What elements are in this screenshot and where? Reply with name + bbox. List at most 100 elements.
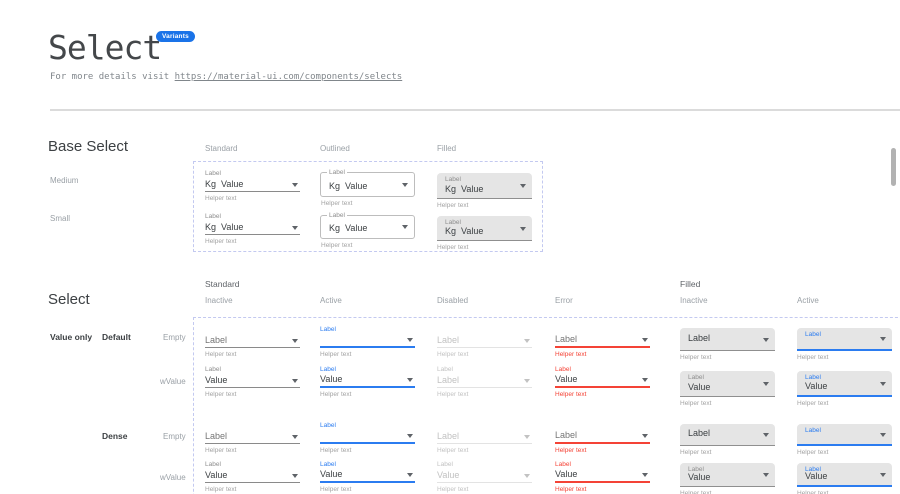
dropdown-arrow-icon[interactable]	[407, 473, 413, 477]
filled-active-dense-empty-select[interactable]: Label Helper text	[797, 424, 892, 456]
dropdown-arrow-icon[interactable]	[292, 474, 298, 478]
std-disabled-dense-wvalue-select: Label Value Helper text	[437, 461, 532, 493]
filled-active-dense-wvalue-select[interactable]: Label Value Helper text	[797, 463, 892, 494]
dropdown-arrow-icon[interactable]	[292, 435, 298, 439]
dropdown-arrow-icon[interactable]	[520, 184, 526, 188]
select-field[interactable]: Label	[555, 430, 650, 444]
dropdown-arrow-icon[interactable]	[407, 378, 413, 382]
dropdown-arrow-icon[interactable]	[880, 433, 886, 437]
helper-text: Helper text	[437, 244, 532, 251]
dropdown-arrow-icon[interactable]	[642, 473, 648, 477]
dropdown-arrow-icon	[524, 379, 530, 383]
dropdown-arrow-icon[interactable]	[763, 473, 769, 477]
select-field[interactable]	[320, 430, 415, 444]
select-label: Label	[205, 213, 300, 221]
base-standard-medium-select[interactable]: Label KgValue Helper text	[205, 170, 300, 202]
helper-text: Helper text	[680, 400, 775, 407]
dropdown-arrow-icon[interactable]	[642, 434, 648, 438]
intro-line: For more details visit https://material-…	[50, 72, 402, 82]
filled-inactive-empty-select[interactable]: Label Helper text	[680, 328, 775, 361]
dropdown-arrow-icon[interactable]	[880, 337, 886, 341]
dropdown-arrow-icon[interactable]	[642, 338, 648, 342]
std-active-wvalue-select[interactable]: Label Value Helper text	[320, 366, 415, 398]
std-active-dense-wvalue-select[interactable]: Label Value Helper text	[320, 461, 415, 493]
std-active-dense-empty-select[interactable]: Label Helper text	[320, 422, 415, 454]
select-field[interactable]: Label KgValue	[437, 216, 532, 241]
dropdown-arrow-icon[interactable]	[402, 225, 408, 229]
helper-text: Helper text	[555, 391, 650, 398]
select-field[interactable]: Value	[555, 469, 650, 483]
filled-inactive-dense-wvalue-select[interactable]: Label Value Helper text	[680, 463, 775, 494]
dropdown-arrow-icon[interactable]	[763, 338, 769, 342]
select-field[interactable]: Label	[680, 424, 775, 446]
docs-link[interactable]: https://material-ui.com/components/selec…	[175, 72, 403, 82]
select-field[interactable]: Value	[205, 469, 300, 483]
dropdown-arrow-icon[interactable]	[880, 473, 886, 477]
helper-text: Helper text	[321, 242, 415, 249]
std-inactive-dense-wvalue-select[interactable]: Label Value Helper text	[205, 461, 300, 493]
select-field[interactable]: Label	[797, 424, 892, 446]
dropdown-arrow-icon[interactable]	[763, 433, 769, 437]
select-field[interactable]: Label	[797, 328, 892, 351]
select-field[interactable]	[320, 334, 415, 348]
std-error-wvalue-select[interactable]: Label Value Helper text	[555, 366, 650, 398]
std-active-empty-select[interactable]: Label Helper text	[320, 326, 415, 358]
std-inactive-empty-select[interactable]: Label Helper text	[205, 326, 300, 358]
select-field[interactable]: Label Value	[797, 463, 892, 487]
select-field[interactable]: Value	[205, 374, 300, 388]
subcol-filled-active: Active	[797, 296, 819, 305]
base-filled-small-select[interactable]: Label KgValue Helper text	[437, 216, 532, 251]
dropdown-arrow-icon[interactable]	[520, 227, 526, 231]
dropdown-arrow-icon[interactable]	[292, 339, 298, 343]
scrollbar-thumb[interactable]	[891, 148, 896, 186]
select-field[interactable]: Value	[555, 374, 650, 388]
dropdown-arrow-icon[interactable]	[642, 378, 648, 382]
select-field[interactable]: Value	[320, 469, 415, 483]
group-filled: Filled	[680, 279, 700, 289]
select-label: Label	[437, 431, 459, 441]
select-field: Value	[437, 469, 532, 483]
dropdown-arrow-icon[interactable]	[880, 382, 886, 386]
base-outlined-medium-select[interactable]: Label KgValue Helper text	[320, 172, 415, 207]
select-field[interactable]: Label KgValue	[320, 215, 415, 239]
std-inactive-dense-empty-select[interactable]: Label Helper text	[205, 422, 300, 454]
select-field[interactable]: Label Value	[680, 463, 775, 487]
select-field[interactable]: Label KgValue	[320, 172, 415, 197]
header-divider	[50, 109, 900, 111]
base-col-outlined: Outlined	[320, 144, 350, 153]
row-empty-1: Empty	[163, 333, 186, 342]
select-field[interactable]: Label Value	[797, 371, 892, 397]
select-field[interactable]: Label	[205, 430, 300, 444]
select-field[interactable]: Label	[555, 334, 650, 348]
base-standard-small-select[interactable]: Label KgValue Helper text	[205, 213, 300, 245]
select-field[interactable]: KgValue	[205, 178, 300, 192]
base-outlined-small-select[interactable]: Label KgValue Helper text	[320, 215, 415, 249]
dropdown-arrow-icon[interactable]	[763, 382, 769, 386]
filled-active-empty-select[interactable]: Label Helper text	[797, 328, 892, 361]
dropdown-arrow-icon[interactable]	[407, 338, 413, 342]
dropdown-arrow-icon[interactable]	[407, 434, 413, 438]
filled-active-wvalue-select[interactable]: Label Value Helper text	[797, 371, 892, 407]
dropdown-arrow-icon[interactable]	[292, 183, 298, 187]
helper-text: Helper text	[320, 486, 415, 493]
base-filled-medium-select[interactable]: Label KgValue Helper text	[437, 173, 532, 209]
select-label: Label	[805, 374, 821, 381]
dropdown-arrow-icon[interactable]	[402, 183, 408, 187]
filled-inactive-wvalue-select[interactable]: Label Value Helper text	[680, 371, 775, 407]
select-field[interactable]: Label	[680, 328, 775, 351]
select-field[interactable]: KgValue	[205, 221, 300, 235]
select-field[interactable]: Value	[320, 374, 415, 388]
helper-text: Helper text	[680, 490, 775, 494]
std-error-empty-select[interactable]: Label Helper text	[555, 326, 650, 358]
std-error-dense-wvalue-select[interactable]: Label Value Helper text	[555, 461, 650, 493]
dropdown-arrow-icon[interactable]	[292, 226, 298, 230]
select-field[interactable]: Label KgValue	[437, 173, 532, 199]
dropdown-arrow-icon[interactable]	[292, 379, 298, 383]
std-inactive-wvalue-select[interactable]: Label Value Helper text	[205, 366, 300, 398]
filled-inactive-dense-empty-select[interactable]: Label Helper text	[680, 424, 775, 456]
select-field[interactable]: Label	[205, 334, 300, 348]
helper-text: Helper text	[437, 351, 532, 358]
select-field[interactable]: Label Value	[680, 371, 775, 397]
std-error-dense-empty-select[interactable]: Label Helper text	[555, 422, 650, 454]
base-select-heading: Base Select	[48, 138, 128, 155]
